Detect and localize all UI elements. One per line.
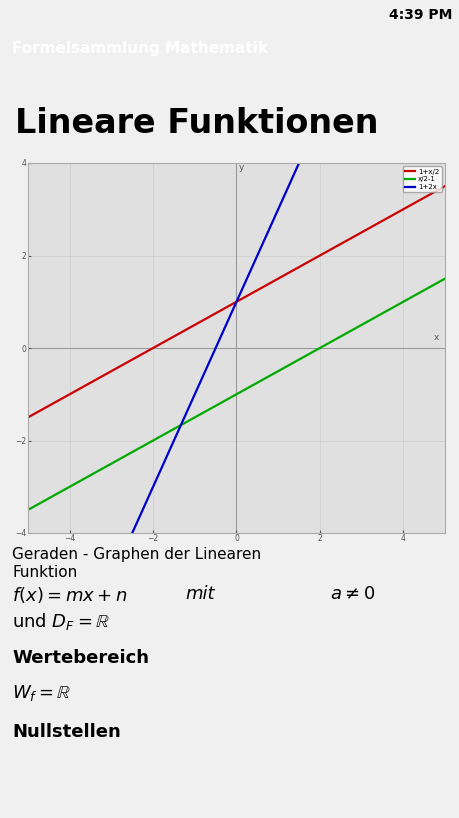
Text: Wertebereich: Wertebereich (12, 649, 149, 667)
Text: $f(x) = mx + n$: $f(x) = mx + n$ (12, 585, 127, 605)
Legend: 1+x/2, x/2-1, 1+2x: 1+x/2, x/2-1, 1+2x (402, 167, 441, 192)
Text: Funktion: Funktion (12, 565, 77, 580)
Text: Nullstellen: Nullstellen (12, 723, 121, 741)
Text: $W_f = \mathbb{R}$: $W_f = \mathbb{R}$ (12, 683, 71, 703)
Text: und $D_F = \mathbb{R}$: und $D_F = \mathbb{R}$ (12, 611, 110, 632)
Text: x: x (432, 333, 438, 342)
Text: Lineare Funktionen: Lineare Funktionen (15, 106, 378, 140)
Text: y: y (238, 163, 244, 172)
Text: 4:39 PM: 4:39 PM (388, 8, 451, 22)
Text: $a \neq 0$: $a \neq 0$ (329, 585, 375, 603)
Text: mit: mit (185, 585, 214, 603)
Text: Formelsammlung Mathematik: Formelsammlung Mathematik (12, 42, 268, 56)
Text: Geraden - Graphen der Linearen: Geraden - Graphen der Linearen (12, 547, 261, 562)
